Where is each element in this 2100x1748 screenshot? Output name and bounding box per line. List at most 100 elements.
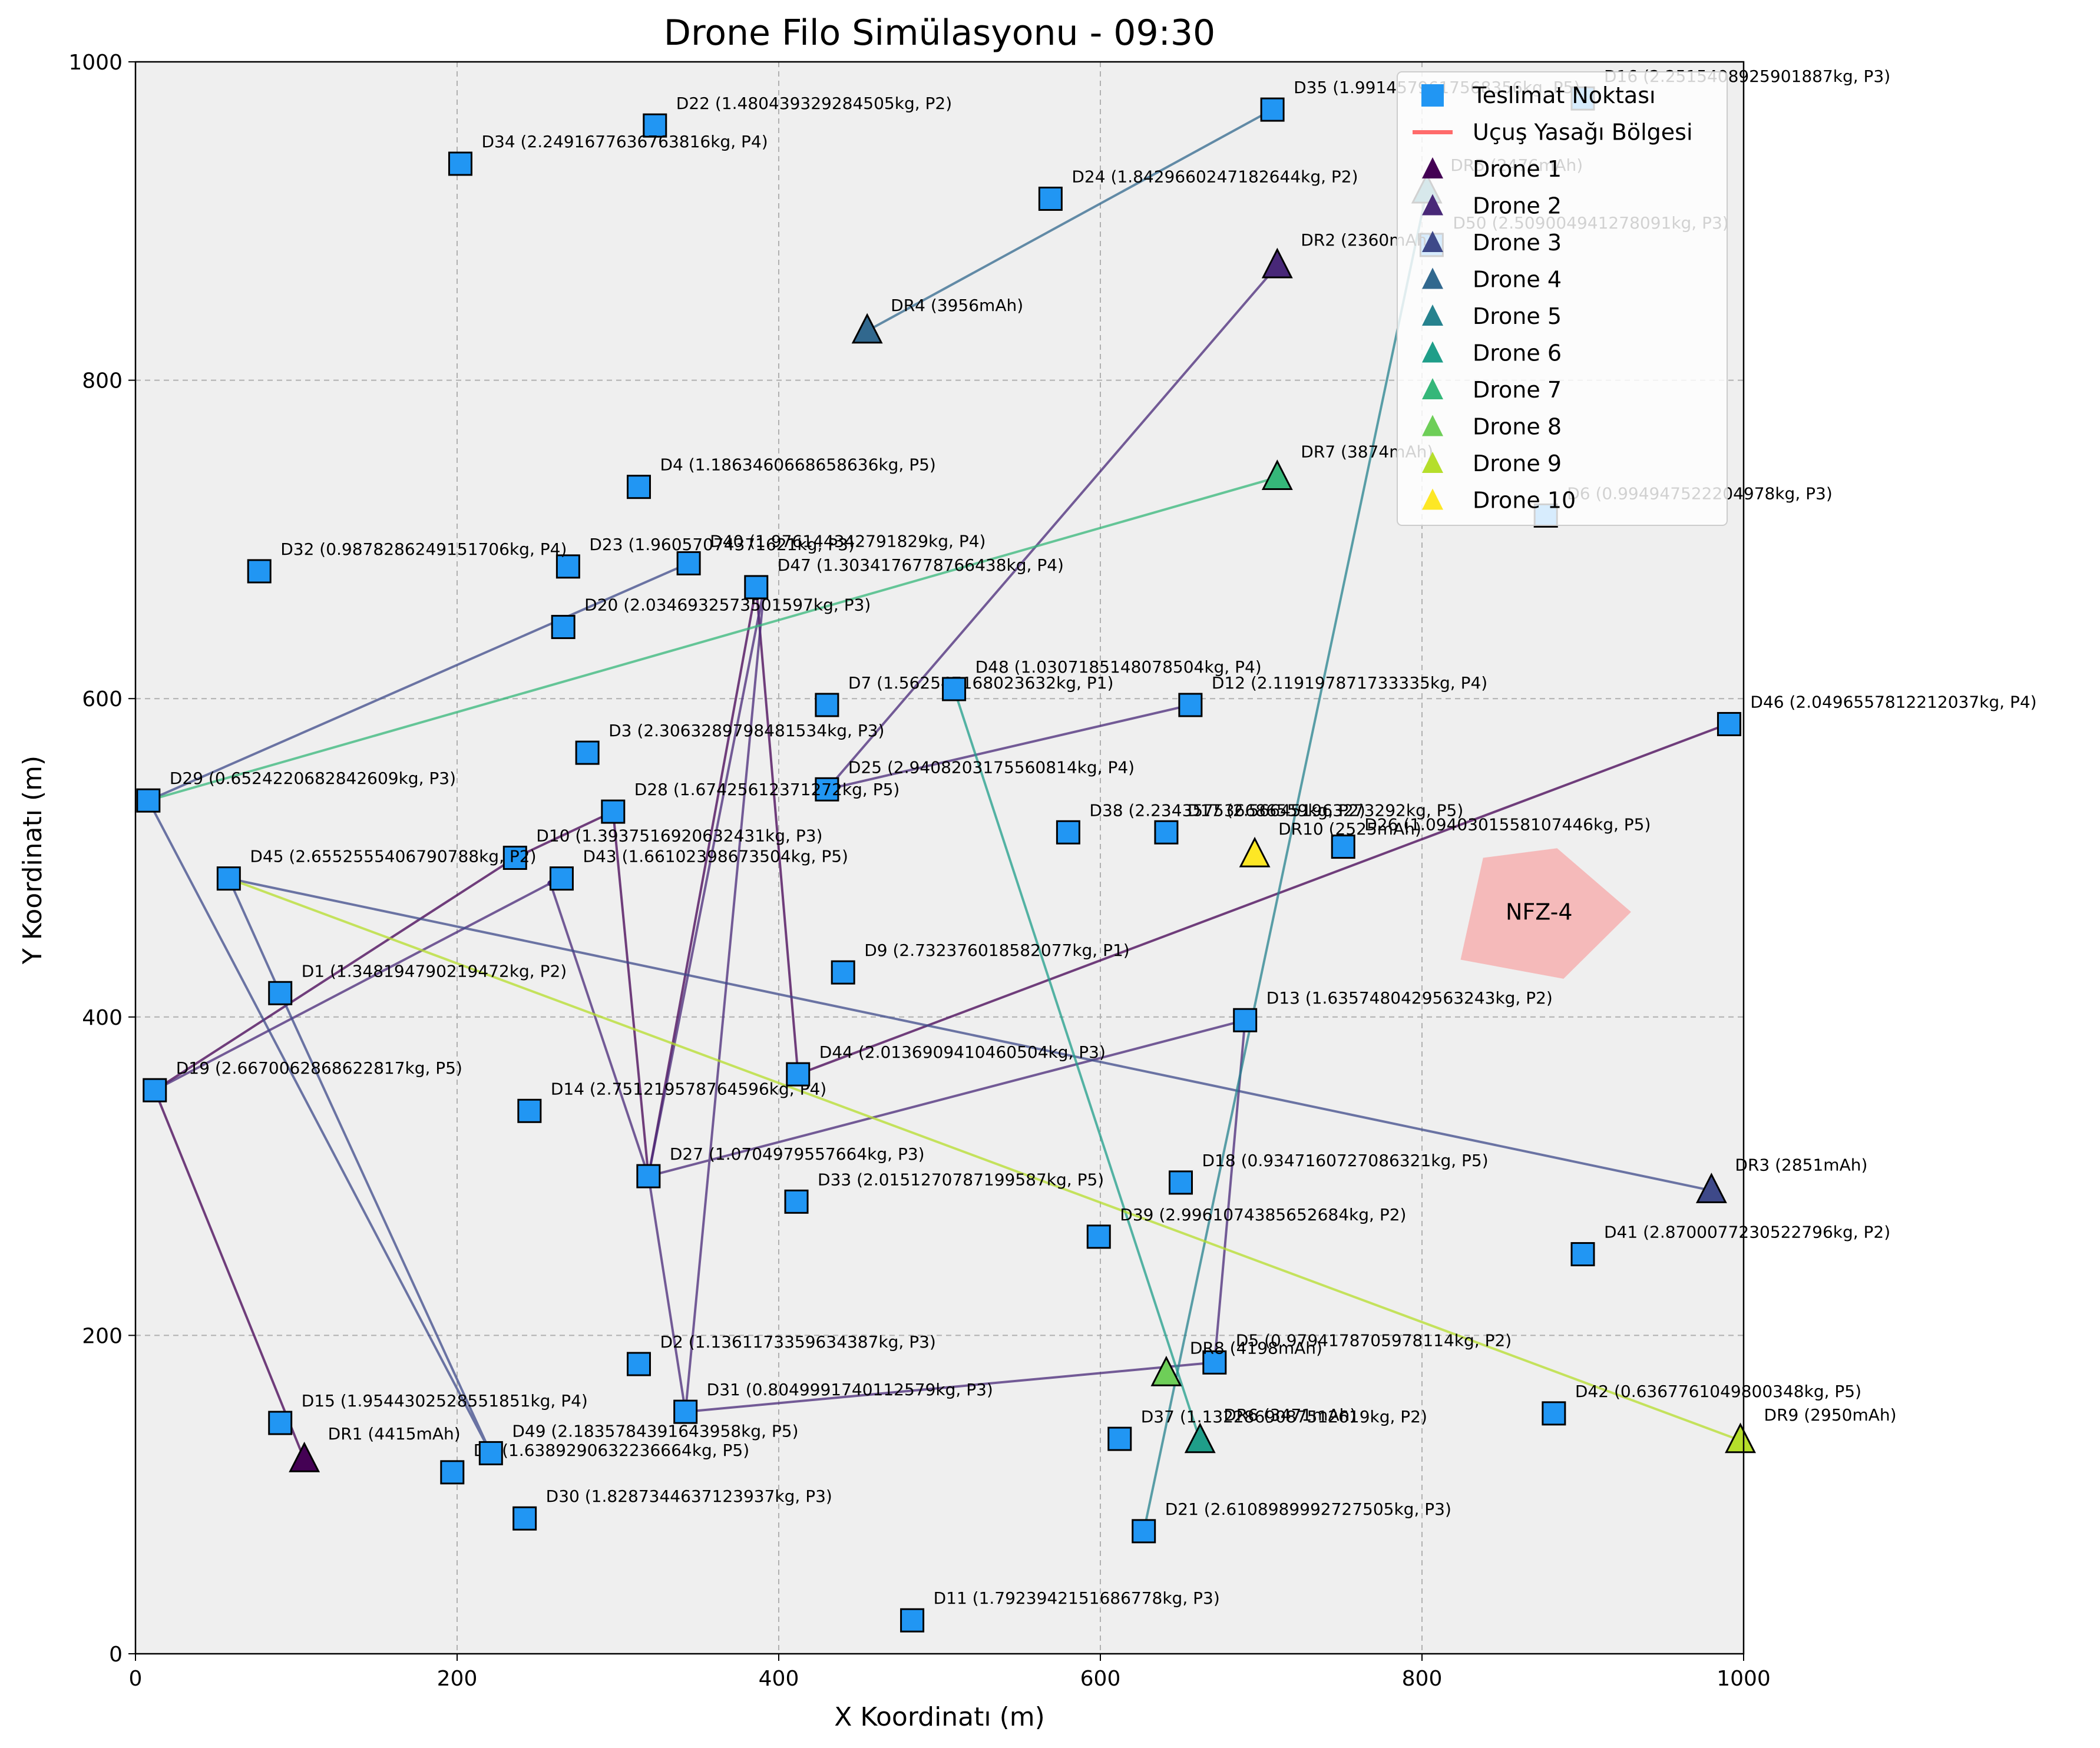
- delivery-label: D4 (1.1863460668658636kg, P5): [660, 455, 935, 475]
- delivery-label: D11 (1.7923942151686778kg, P3): [934, 1588, 1220, 1608]
- delivery-marker: [900, 1608, 925, 1633]
- delivery-marker: [1154, 820, 1179, 845]
- legend-triangle-icon: [1422, 488, 1443, 510]
- delivery-label: D22 (1.480439329284505kg, P2): [676, 94, 952, 113]
- delivery-label: D47 (1.3034176778766438kg, P4): [778, 555, 1064, 575]
- legend-triangle-icon: [1422, 378, 1443, 399]
- delivery-marker: [549, 866, 574, 891]
- delivery-label: D44 (2.0136909410460504kg, P3): [819, 1042, 1106, 1062]
- delivery-label: D9 (2.732376018582077kg, P1): [864, 941, 1130, 960]
- delivery-marker: [1202, 1350, 1227, 1375]
- delivery-label: D3 (2.3063289798481534kg, P3): [608, 721, 884, 740]
- delivery-label: D49 (2.1835784391643958kg, P5): [512, 1421, 798, 1441]
- y-tick-label: 1000: [68, 51, 123, 75]
- delivery-label: D26 (1.0940301558107446kg, P5): [1364, 815, 1651, 835]
- legend-box: [1397, 71, 1728, 526]
- delivery-marker: [551, 615, 576, 640]
- legend-triangle-icon: [1422, 341, 1443, 363]
- drone-label: DR3 (2851mAh): [1735, 1155, 1867, 1174]
- delivery-label: D19 (2.6670062868622817kg, P5): [176, 1058, 462, 1078]
- drone-marker: [289, 1441, 320, 1472]
- delivery-marker: [1233, 1008, 1258, 1032]
- delivery-label: D2 (1.1361173359634387kg, P3): [660, 1332, 935, 1352]
- drone-label: DR9 (2950mAh): [1764, 1405, 1897, 1425]
- delivery-marker: [1107, 1426, 1132, 1451]
- delivery-marker: [512, 1506, 537, 1531]
- delivery-label: D38 (2.2343575366​8655​9kg, P2): [1089, 800, 1365, 820]
- x-tick-label: 800: [1402, 1667, 1443, 1691]
- delivery-marker: [247, 559, 272, 584]
- delivery-marker: [1570, 1242, 1595, 1267]
- delivery-marker: [626, 475, 651, 499]
- delivery-label: D18 (0.9347160727086321kg, P5): [1202, 1151, 1489, 1170]
- delivery-label: D32 (0.9878286249151706kg, P4): [280, 539, 567, 559]
- route-line: [1142, 190, 1428, 1532]
- delivery-marker: [1132, 1519, 1156, 1544]
- legend: Teslimat Noktası Uçuş Yasağı Bölgesi Drone…: [1397, 71, 1728, 526]
- delivery-marker: [555, 554, 580, 579]
- drone-label: DR8 (4198mAh): [1190, 1338, 1322, 1358]
- y-tick-label: 400: [82, 1006, 123, 1030]
- delivery-label: D1 (1.348194790219472kg, P2): [302, 961, 567, 981]
- x-tick-label: 1000: [1717, 1667, 1771, 1691]
- legend-entry-label: Drone 10: [1473, 488, 1576, 514]
- delivery-label: D17 (2.566451963273292kg, P5): [1188, 800, 1463, 820]
- delivery-label: D29 (0.6524220682842609kg, P3): [170, 769, 456, 788]
- delivery-label: D40 (1.9761443​42791829kg, P4): [710, 531, 985, 551]
- delivery-marker: [268, 981, 293, 1005]
- delivery-marker: [636, 1164, 661, 1188]
- drone-marker: [1261, 459, 1293, 490]
- legend-entry-label: Drone 9: [1473, 451, 1562, 476]
- delivery-marker: [1056, 820, 1080, 845]
- delivery-label: D10 (1.3937516920632431kg, P3): [536, 826, 822, 846]
- legend-entry-label: Drone 6: [1473, 340, 1562, 366]
- drone-label: DR4 (3956mAh): [891, 296, 1023, 315]
- delivery-marker: [517, 1098, 542, 1123]
- delivery-label: D34 (2.2491677636763816kg, P4): [481, 132, 768, 151]
- route-line: [953, 688, 1202, 1441]
- drone-marker: [1695, 1173, 1727, 1203]
- delivery-label: D5 (0.979417870597811​4kg, P2): [1236, 1330, 1512, 1350]
- delivery-marker: [216, 866, 241, 891]
- x-tick-label: 600: [1080, 1667, 1121, 1691]
- legend-triangle-icon: [1422, 267, 1443, 289]
- plot-frame: [134, 61, 1745, 1655]
- delivery-label: D45 (2.6552555406790788kg, P2): [250, 847, 536, 866]
- legend-entry-label: Drone 1: [1473, 156, 1562, 182]
- x-tick-label: 0: [129, 1667, 143, 1691]
- delivery-label: D25 (2.9408203175560814kg, P4): [848, 757, 1135, 777]
- delivery-label: D20 (2.0346932573501597kg, P3): [584, 595, 871, 615]
- legend-entry-label: Uçuş Yasağı Bölgesi: [1473, 120, 1693, 145]
- delivery-label: D30 (1.8287344637123937kg, P3): [546, 1487, 832, 1506]
- drone-marker: [851, 313, 883, 344]
- legend-triangle-icon: [1422, 194, 1443, 216]
- delivery-label: D41 (2.8700077230522796kg, P2): [1604, 1223, 1890, 1242]
- y-tick-label: 0: [109, 1643, 123, 1667]
- delivery-label: D27 (1.0704979557664kg, P3): [670, 1144, 925, 1164]
- delivery-marker: [784, 1189, 809, 1214]
- delivery-marker: [1169, 1170, 1193, 1195]
- legend-entry-label: Teslimat Noktası: [1472, 82, 1656, 108]
- legend-entry-label: Drone 4: [1473, 267, 1562, 293]
- delivery-marker: [942, 677, 967, 701]
- delivery-label: D28 (1.6742561237​1272kg, P5): [634, 780, 900, 799]
- route-line: [148, 476, 1278, 802]
- delivery-label: D15 (1.9544302528551851kg, P4): [302, 1391, 588, 1411]
- delivery-label: D48 (1.0307185148078504kg, P4): [975, 657, 1262, 677]
- delivery-label: D23 (1.9605707437162​1kg, P3): [589, 535, 855, 554]
- legend-entry-label: Drone 3: [1473, 230, 1562, 256]
- delivery-label: D43 (1.6610239867​3504kg, P5): [583, 847, 848, 866]
- delivery-marker: [1717, 711, 1741, 736]
- legend-triangle-icon: [1422, 231, 1443, 252]
- delivery-marker: [673, 1399, 698, 1424]
- delivery-marker: [575, 740, 600, 765]
- legend-entry-label: Drone 2: [1473, 193, 1562, 219]
- delivery-label: D8 (1.6389290632236664kg, P5): [474, 1441, 749, 1460]
- y-tick-label: 200: [82, 1324, 123, 1348]
- route-line: [867, 108, 1274, 332]
- legend-triangle-icon: [1422, 157, 1443, 178]
- drone-marker: [1261, 247, 1293, 279]
- delivery-marker: [815, 693, 839, 717]
- delivery-marker: [786, 1062, 811, 1087]
